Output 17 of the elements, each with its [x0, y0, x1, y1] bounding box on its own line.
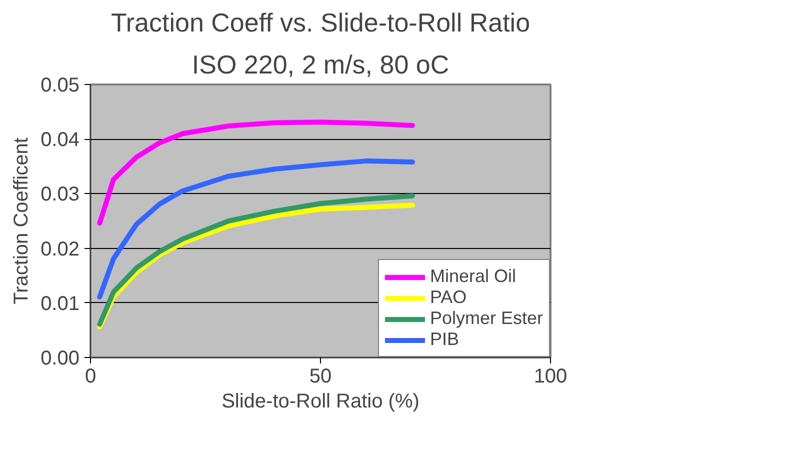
y-tick-label: 0.00: [40, 348, 80, 370]
y-tick-label: 0.05: [40, 74, 80, 96]
legend-label: Mineral Oil: [430, 266, 516, 287]
x-tick-label: 100: [534, 366, 568, 388]
legend-label: PIB: [430, 329, 459, 350]
y-tick-label: 0.04: [40, 129, 80, 152]
y-tick-label: 0.02: [40, 238, 80, 260]
chart-title: Traction Coeff vs. Slide-to-Roll Ratio: [110, 8, 530, 38]
x-tick-label: 50: [309, 366, 332, 388]
y-tick-label: 0.01: [40, 292, 80, 315]
y-axis-title: Traction Coefficent: [10, 137, 33, 304]
legend-label: Polymer Ester: [430, 308, 543, 329]
y-tick-label: 0.03: [40, 184, 80, 206]
legend-label: PAO: [430, 287, 467, 308]
x-axis-title: Slide-to-Roll Ratio (%): [222, 390, 420, 412]
x-tick-label: 0: [84, 366, 96, 388]
chart-subtitle: ISO 220, 2 m/s, 80 oC: [192, 50, 450, 80]
